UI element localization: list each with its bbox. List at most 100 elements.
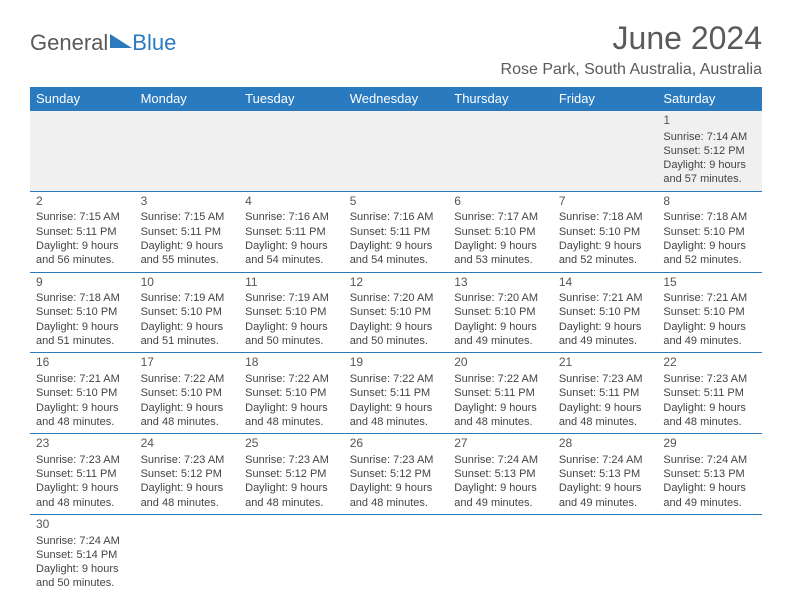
sunset-text: Sunset: 5:14 PM [36, 548, 129, 562]
sunrise-text: Sunrise: 7:23 AM [350, 453, 443, 467]
calendar-week-row: 16Sunrise: 7:21 AMSunset: 5:10 PMDayligh… [30, 353, 762, 434]
sunrise-text: Sunrise: 7:22 AM [245, 372, 338, 386]
day-number: 10 [141, 275, 234, 291]
day-number: 22 [663, 355, 756, 371]
day-number: 29 [663, 436, 756, 452]
daylight-text: Daylight: 9 hours and 48 minutes. [245, 481, 338, 510]
sunrise-text: Sunrise: 7:21 AM [663, 291, 756, 305]
sunrise-text: Sunrise: 7:21 AM [36, 372, 129, 386]
sunrise-text: Sunrise: 7:19 AM [141, 291, 234, 305]
sunset-text: Sunset: 5:13 PM [454, 467, 547, 481]
daylight-text: Daylight: 9 hours and 48 minutes. [141, 401, 234, 430]
daylight-text: Daylight: 9 hours and 48 minutes. [559, 401, 652, 430]
sunset-text: Sunset: 5:11 PM [245, 225, 338, 239]
calendar-cell: 11Sunrise: 7:19 AMSunset: 5:10 PMDayligh… [239, 272, 344, 353]
sunset-text: Sunset: 5:10 PM [141, 386, 234, 400]
daylight-text: Daylight: 9 hours and 49 minutes. [559, 481, 652, 510]
logo-text-general: General [30, 30, 108, 56]
calendar-cell: 22Sunrise: 7:23 AMSunset: 5:11 PMDayligh… [657, 353, 762, 434]
logo-sail-icon [110, 34, 132, 48]
day-number: 23 [36, 436, 129, 452]
day-header: Thursday [448, 87, 553, 111]
calendar-cell [657, 514, 762, 594]
sunset-text: Sunset: 5:13 PM [559, 467, 652, 481]
daylight-text: Daylight: 9 hours and 54 minutes. [350, 239, 443, 268]
calendar-cell: 16Sunrise: 7:21 AMSunset: 5:10 PMDayligh… [30, 353, 135, 434]
calendar-week-row: 9Sunrise: 7:18 AMSunset: 5:10 PMDaylight… [30, 272, 762, 353]
sunset-text: Sunset: 5:10 PM [245, 305, 338, 319]
day-header: Monday [135, 87, 240, 111]
day-header: Saturday [657, 87, 762, 111]
daylight-text: Daylight: 9 hours and 48 minutes. [350, 481, 443, 510]
daylight-text: Daylight: 9 hours and 50 minutes. [350, 320, 443, 349]
daylight-text: Daylight: 9 hours and 51 minutes. [141, 320, 234, 349]
calendar-cell: 27Sunrise: 7:24 AMSunset: 5:13 PMDayligh… [448, 434, 553, 515]
sunrise-text: Sunrise: 7:22 AM [350, 372, 443, 386]
calendar-cell [553, 111, 658, 192]
sunset-text: Sunset: 5:10 PM [663, 225, 756, 239]
day-number: 11 [245, 275, 338, 291]
calendar-cell: 21Sunrise: 7:23 AMSunset: 5:11 PMDayligh… [553, 353, 658, 434]
calendar-cell [239, 111, 344, 192]
sunrise-text: Sunrise: 7:20 AM [350, 291, 443, 305]
day-number: 27 [454, 436, 547, 452]
sunset-text: Sunset: 5:12 PM [245, 467, 338, 481]
daylight-text: Daylight: 9 hours and 48 minutes. [141, 481, 234, 510]
day-number: 28 [559, 436, 652, 452]
sunrise-text: Sunrise: 7:21 AM [559, 291, 652, 305]
calendar-cell [553, 514, 658, 594]
sunset-text: Sunset: 5:11 PM [350, 386, 443, 400]
daylight-text: Daylight: 9 hours and 49 minutes. [663, 320, 756, 349]
sunrise-text: Sunrise: 7:24 AM [663, 453, 756, 467]
calendar-cell: 5Sunrise: 7:16 AMSunset: 5:11 PMDaylight… [344, 191, 449, 272]
sunrise-text: Sunrise: 7:23 AM [141, 453, 234, 467]
daylight-text: Daylight: 9 hours and 48 minutes. [36, 481, 129, 510]
sunrise-text: Sunrise: 7:24 AM [454, 453, 547, 467]
sunset-text: Sunset: 5:10 PM [141, 305, 234, 319]
day-number: 7 [559, 194, 652, 210]
calendar-cell: 25Sunrise: 7:23 AMSunset: 5:12 PMDayligh… [239, 434, 344, 515]
logo-text-blue: Blue [132, 30, 176, 56]
sunset-text: Sunset: 5:10 PM [454, 225, 547, 239]
calendar-cell: 13Sunrise: 7:20 AMSunset: 5:10 PMDayligh… [448, 272, 553, 353]
sunset-text: Sunset: 5:12 PM [350, 467, 443, 481]
sunrise-text: Sunrise: 7:15 AM [36, 210, 129, 224]
sunset-text: Sunset: 5:13 PM [663, 467, 756, 481]
sunrise-text: Sunrise: 7:20 AM [454, 291, 547, 305]
daylight-text: Daylight: 9 hours and 49 minutes. [559, 320, 652, 349]
day-header: Friday [553, 87, 658, 111]
calendar-cell: 29Sunrise: 7:24 AMSunset: 5:13 PMDayligh… [657, 434, 762, 515]
daylight-text: Daylight: 9 hours and 57 minutes. [663, 158, 756, 187]
daylight-text: Daylight: 9 hours and 48 minutes. [663, 401, 756, 430]
daylight-text: Daylight: 9 hours and 48 minutes. [245, 401, 338, 430]
day-header: Tuesday [239, 87, 344, 111]
day-number: 17 [141, 355, 234, 371]
day-header-row: Sunday Monday Tuesday Wednesday Thursday… [30, 87, 762, 111]
calendar-cell: 10Sunrise: 7:19 AMSunset: 5:10 PMDayligh… [135, 272, 240, 353]
sunrise-text: Sunrise: 7:16 AM [350, 210, 443, 224]
calendar-cell [135, 514, 240, 594]
sunrise-text: Sunrise: 7:22 AM [454, 372, 547, 386]
sunrise-text: Sunrise: 7:23 AM [36, 453, 129, 467]
calendar-cell: 2Sunrise: 7:15 AMSunset: 5:11 PMDaylight… [30, 191, 135, 272]
sunrise-text: Sunrise: 7:23 AM [245, 453, 338, 467]
calendar-cell: 24Sunrise: 7:23 AMSunset: 5:12 PMDayligh… [135, 434, 240, 515]
sunrise-text: Sunrise: 7:24 AM [559, 453, 652, 467]
calendar-cell [239, 514, 344, 594]
calendar-cell: 7Sunrise: 7:18 AMSunset: 5:10 PMDaylight… [553, 191, 658, 272]
sunset-text: Sunset: 5:11 PM [36, 225, 129, 239]
calendar-week-row: 2Sunrise: 7:15 AMSunset: 5:11 PMDaylight… [30, 191, 762, 272]
calendar-week-row: 23Sunrise: 7:23 AMSunset: 5:11 PMDayligh… [30, 434, 762, 515]
sunset-text: Sunset: 5:11 PM [350, 225, 443, 239]
sunset-text: Sunset: 5:11 PM [454, 386, 547, 400]
day-number: 2 [36, 194, 129, 210]
day-number: 30 [36, 517, 129, 533]
day-number: 15 [663, 275, 756, 291]
location-subtitle: Rose Park, South Australia, Australia [501, 61, 762, 79]
sunset-text: Sunset: 5:11 PM [141, 225, 234, 239]
month-title: June 2024 [501, 20, 762, 57]
daylight-text: Daylight: 9 hours and 52 minutes. [663, 239, 756, 268]
day-number: 4 [245, 194, 338, 210]
calendar-cell: 12Sunrise: 7:20 AMSunset: 5:10 PMDayligh… [344, 272, 449, 353]
calendar-cell: 18Sunrise: 7:22 AMSunset: 5:10 PMDayligh… [239, 353, 344, 434]
